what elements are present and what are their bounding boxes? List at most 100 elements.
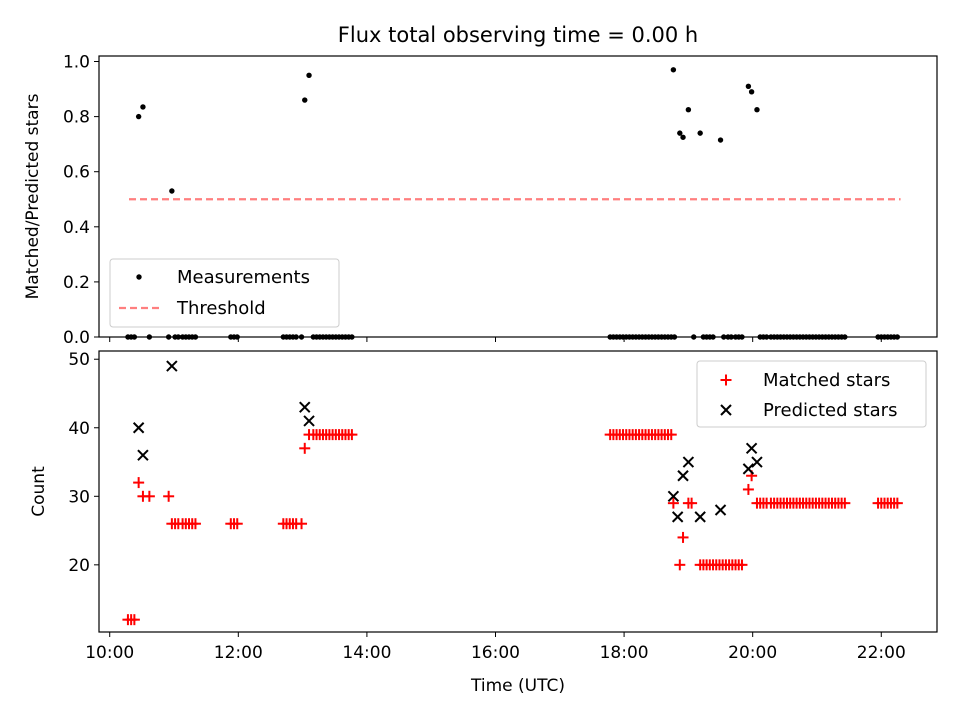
matched-star-point [667, 497, 679, 509]
predicted-star-point-b [694, 511, 706, 523]
matched-star-point [296, 518, 308, 530]
x-tick-label: 22:00 [857, 643, 906, 663]
top-y-tick-label: 0.2 [63, 273, 90, 293]
predicted-star-point [742, 463, 755, 475]
measurement-point [717, 137, 724, 143]
legend-threshold-label: Threshold [176, 298, 266, 319]
x-tick-label: 14:00 [342, 643, 391, 663]
measurement-point [169, 188, 175, 194]
matched-star-point [128, 614, 140, 626]
legend-predicted-marker [720, 404, 732, 416]
x-tick-label: 20:00 [728, 643, 777, 663]
measurement-point [745, 83, 752, 90]
top-x-ticks [109, 337, 882, 342]
predicted-star-point-b [137, 449, 149, 461]
legend-predicted-x-b [720, 404, 732, 416]
legend-predicted-x [720, 404, 732, 416]
predicted-star-point-b [742, 463, 755, 475]
predicted-star-point [694, 511, 706, 523]
predicted-star-point [137, 449, 149, 461]
predicted-star-point [667, 490, 680, 503]
chart-title: Flux total observing time = 0.00 h [338, 23, 698, 47]
bottom-y-tick-label: 40 [68, 419, 90, 439]
predicted-star-point [751, 456, 763, 468]
predicted-star-point [299, 401, 311, 413]
predicted-star-point-b [751, 456, 763, 468]
predicted-star-point-b [667, 490, 680, 503]
predicted-star-point [132, 422, 145, 434]
matched-star-point [736, 559, 748, 571]
measurement-point [135, 113, 142, 120]
predicted-star-point [677, 470, 689, 482]
bottom-axes-frame [98, 350, 938, 633]
matched-star-point [674, 559, 686, 571]
matched-star-point [299, 442, 311, 454]
top-y-tick-label: 0.4 [63, 218, 90, 238]
top-axes-frame [98, 55, 938, 338]
legend-measurements-label: Measurements [177, 267, 310, 288]
matched-star-point [163, 490, 175, 502]
matched-star-point [189, 518, 201, 530]
top-panel: Flux total observing time = 0.00 h Match… [23, 23, 938, 348]
bottom-panel: Count Time (UTC) 20 30 40 50 10:00 12:00 14:0… [29, 350, 938, 696]
bottom-plot-marks [122, 360, 903, 626]
predicted-star-point [671, 511, 684, 523]
measurement-point [306, 72, 312, 78]
x-tick-label: 16:00 [471, 643, 520, 663]
x-tick-label: 10:00 [85, 643, 134, 663]
matched-star-point [133, 477, 145, 489]
measurement-point [677, 130, 683, 136]
predicted-star-point [714, 504, 727, 516]
legend-matched-plus [720, 374, 732, 386]
legend-measurements-marker [136, 274, 142, 280]
top-y-tick-label: 1.0 [63, 53, 90, 73]
top-y-tick-label: 0.6 [63, 163, 90, 183]
predicted-star-point-b [677, 470, 689, 482]
measurement-point [697, 130, 703, 136]
predicted-star-point-b [132, 422, 145, 434]
matched-star-point [686, 497, 698, 509]
predicted-star-point-b [671, 511, 684, 523]
matched-star-point [231, 518, 243, 530]
bottom-y-tick-label: 20 [68, 556, 90, 576]
top-legend: Measurements Threshold [109, 258, 340, 328]
bottom-y-tick-label: 30 [68, 487, 90, 507]
top-y-tick-label: 0.8 [63, 108, 90, 128]
predicted-star-point [745, 442, 758, 455]
measurement-point [670, 67, 677, 73]
measurement-point [685, 107, 692, 113]
x-axis-label: Time (UTC) [470, 676, 565, 696]
bottom-y-tick-label: 50 [68, 350, 90, 370]
matched-star-point [677, 531, 689, 543]
top-y-tick-label: 0.0 [63, 328, 90, 348]
predicted-star-point [303, 415, 315, 427]
legend-matched-label: Matched stars [763, 370, 890, 391]
predicted-star-point [682, 456, 695, 468]
measurement-point [748, 89, 755, 95]
predicted-star-point-b [745, 442, 758, 455]
bottom-legend-box [696, 360, 927, 428]
predicted-star-point [166, 360, 178, 372]
measurement-point [140, 104, 146, 110]
predicted-star-point-b [714, 504, 727, 516]
measurement-point [754, 107, 760, 113]
predicted-star-point-b [299, 401, 311, 413]
bottom-y-ticks: 20 30 40 50 [68, 350, 99, 576]
predicted-star-point-b [166, 360, 178, 372]
matched-star-point [346, 429, 358, 441]
bottom-legend: Matched stars Predicted stars [696, 360, 927, 428]
top-y-ticks: 0.0 0.2 0.4 0.6 0.8 1.0 [63, 53, 99, 348]
legend-predicted-label: Predicted stars [763, 400, 897, 421]
top-legend-box [109, 258, 340, 328]
measurement-point [302, 97, 308, 103]
measurement-point [680, 134, 686, 140]
legend-matched-marker [720, 374, 732, 386]
predicted-star-point-b [682, 456, 695, 468]
x-tick-label: 18:00 [600, 643, 649, 663]
matched-star-point [143, 490, 155, 502]
top-y-axis-label: Matched/Predicted stars [23, 93, 43, 299]
matched-star-point [742, 483, 754, 495]
x-tick-label: 12:00 [214, 643, 263, 663]
